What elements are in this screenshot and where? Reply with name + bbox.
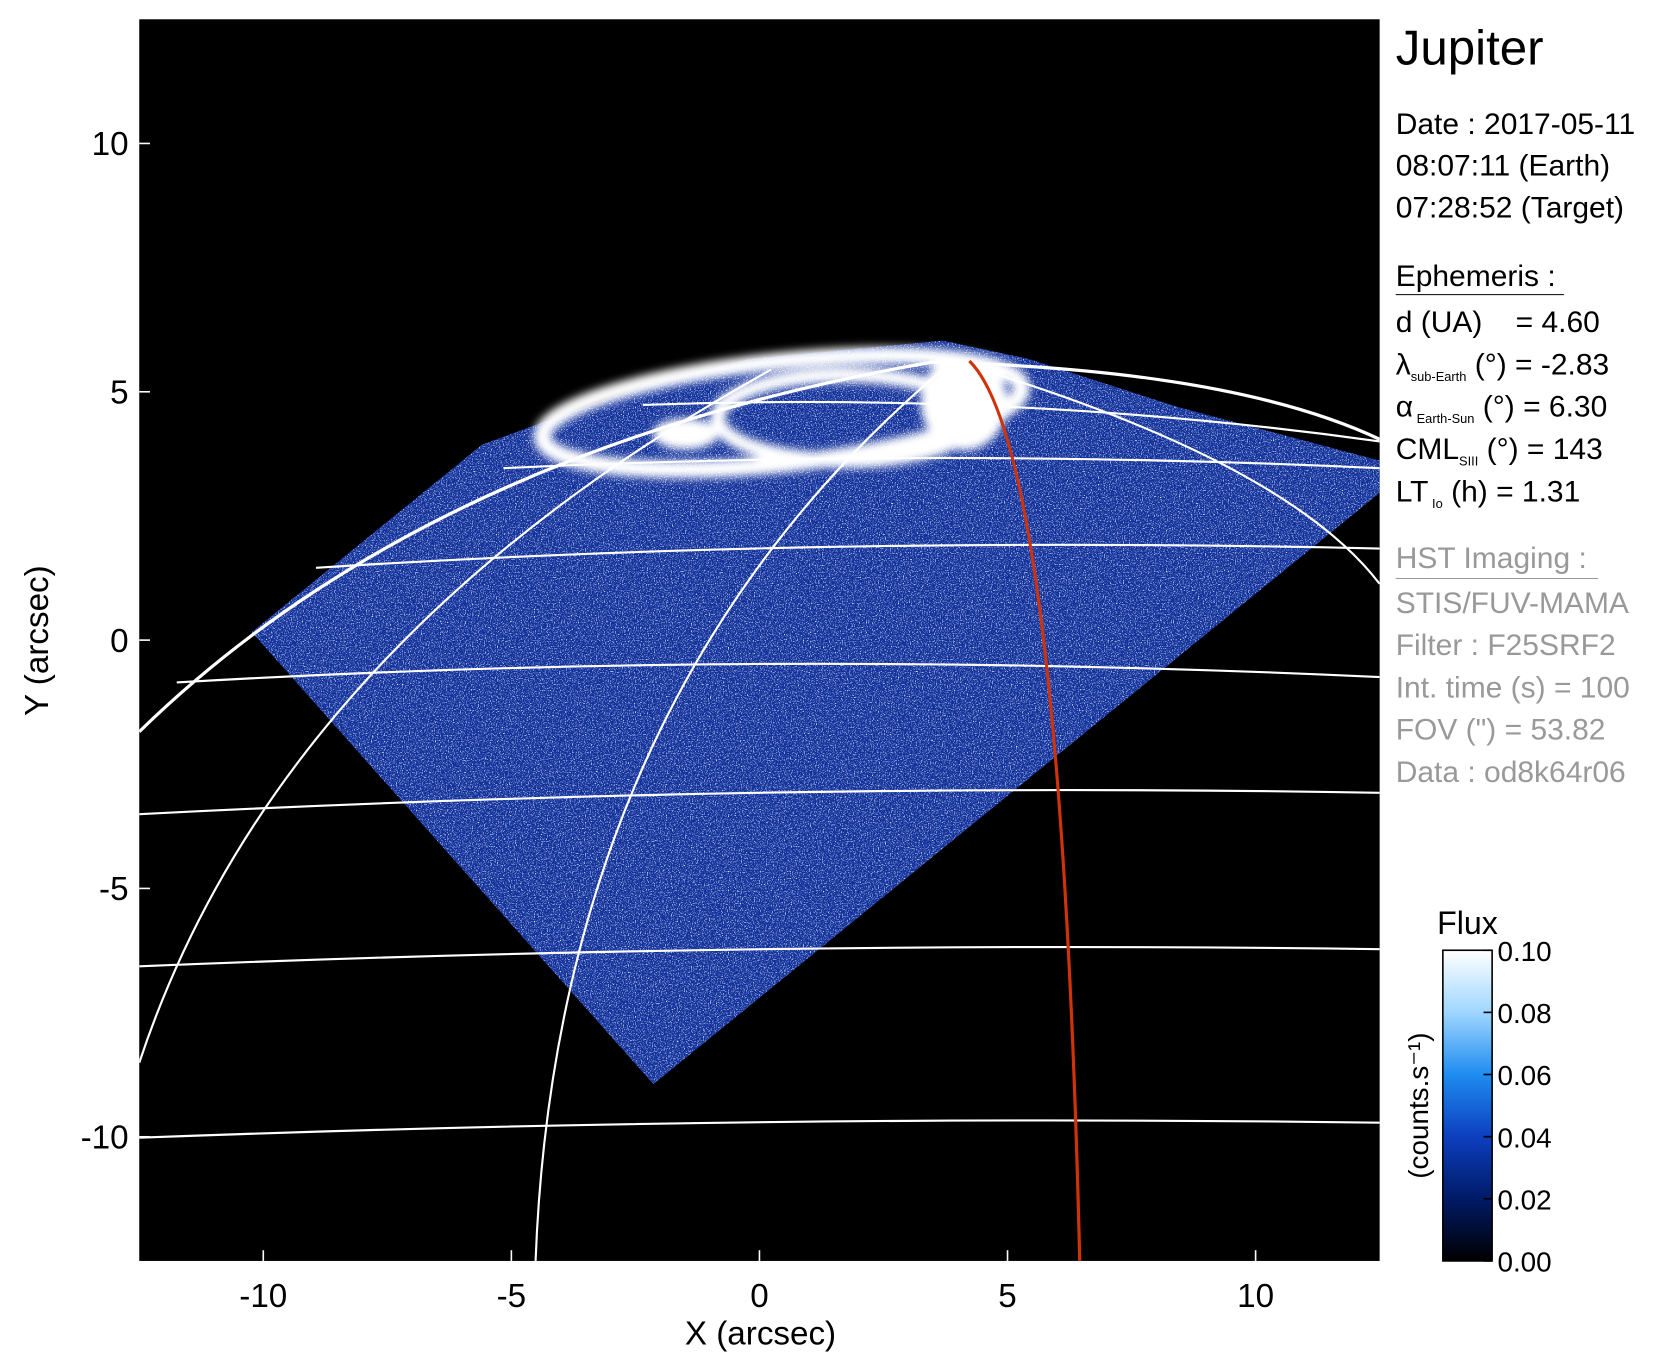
x-axis-label: X (arcsec)	[685, 1316, 836, 1353]
ephemeris-heading: Ephemeris :	[1396, 260, 1556, 293]
ephemeris-subscript: Earth-Sun	[1413, 411, 1474, 426]
date-line: Date : 2017-05-11	[1396, 108, 1635, 141]
y-tick-label: -5	[99, 871, 129, 908]
ephemeris-value: (h) = 1.31	[1443, 475, 1581, 508]
ephemeris-symbol: λ	[1396, 348, 1411, 381]
ephemeris-subscript: SIII	[1459, 453, 1478, 468]
imaging-line: Filter : F25SRF2	[1396, 629, 1616, 662]
aurora	[533, 346, 1031, 479]
ephemeris-subscript: Io	[1428, 496, 1442, 511]
x-tick-label: -5	[497, 1278, 527, 1315]
y-tick-label: 10	[92, 126, 129, 163]
panel-title: Jupiter	[1396, 20, 1544, 75]
ephemeris-subscript: sub-Earth	[1411, 369, 1467, 384]
ephemeris-row: d (UA) = 4.60	[1396, 306, 1600, 339]
colorbar-label: (counts.s⁻¹)	[1403, 1032, 1434, 1178]
ephemeris-row: λsub-Earth (°) = -2.83	[1396, 348, 1609, 383]
date-line: 07:28:52 (Target)	[1396, 191, 1624, 224]
x-tick-label: 10	[1237, 1278, 1274, 1315]
x-tick-label: -10	[239, 1278, 287, 1315]
y-axis-label: Y (arcsec)	[19, 565, 56, 716]
imaging-line: Int. time (s) = 100	[1396, 671, 1630, 704]
imaging-line: Data : od8k64r06	[1396, 756, 1626, 789]
ephemeris-value: (°) = 6.30	[1474, 391, 1607, 424]
colorbar	[1442, 949, 1493, 1262]
ephemeris-row: CMLSIII (°) = 143	[1396, 433, 1603, 468]
ephemeris-value: (°) = -2.83	[1466, 348, 1609, 381]
colorbar-tick-label: 0.00	[1497, 1247, 1551, 1278]
ephemeris-symbol: LT	[1396, 475, 1429, 508]
x-tick-label: 5	[998, 1278, 1016, 1315]
planet-grid	[139, 360, 1380, 1261]
date-line: 08:07:11 (Earth)	[1396, 150, 1610, 183]
imaging-line: FOV (") = 53.82	[1396, 714, 1606, 747]
y-tick-label: -10	[81, 1120, 129, 1157]
ephemeris-row: LT Io (h) = 1.31	[1396, 475, 1581, 510]
y-tick-label: 0	[110, 623, 128, 660]
colorbar-tick-label: 0.06	[1497, 1060, 1551, 1091]
colorbar-title: Flux	[1437, 905, 1498, 941]
imaging-line: STIS/FUV-MAMA	[1396, 587, 1629, 620]
colorbar-tick-label: 0.10	[1497, 936, 1551, 967]
ephemeris-symbol: α	[1396, 391, 1413, 424]
image	[139, 340, 1380, 1261]
colorbar-tick-label: 0.08	[1497, 998, 1551, 1029]
ephemeris-symbol: d (UA) = 4.60	[1396, 306, 1600, 339]
ephemeris-value: (°) = 143	[1478, 433, 1602, 466]
y-tick-label: 5	[110, 375, 128, 412]
imaging-heading: HST Imaging :	[1396, 542, 1587, 575]
meridian	[968, 359, 1082, 1261]
ephemeris-row: α Earth-Sun (°) = 6.30	[1396, 391, 1608, 426]
ephemeris-symbol: CML	[1396, 433, 1459, 466]
colorbar-tick-label: 0.04	[1497, 1122, 1551, 1153]
colorbar-tick-label: 0.02	[1497, 1185, 1551, 1216]
x-tick-label: 0	[750, 1278, 768, 1315]
